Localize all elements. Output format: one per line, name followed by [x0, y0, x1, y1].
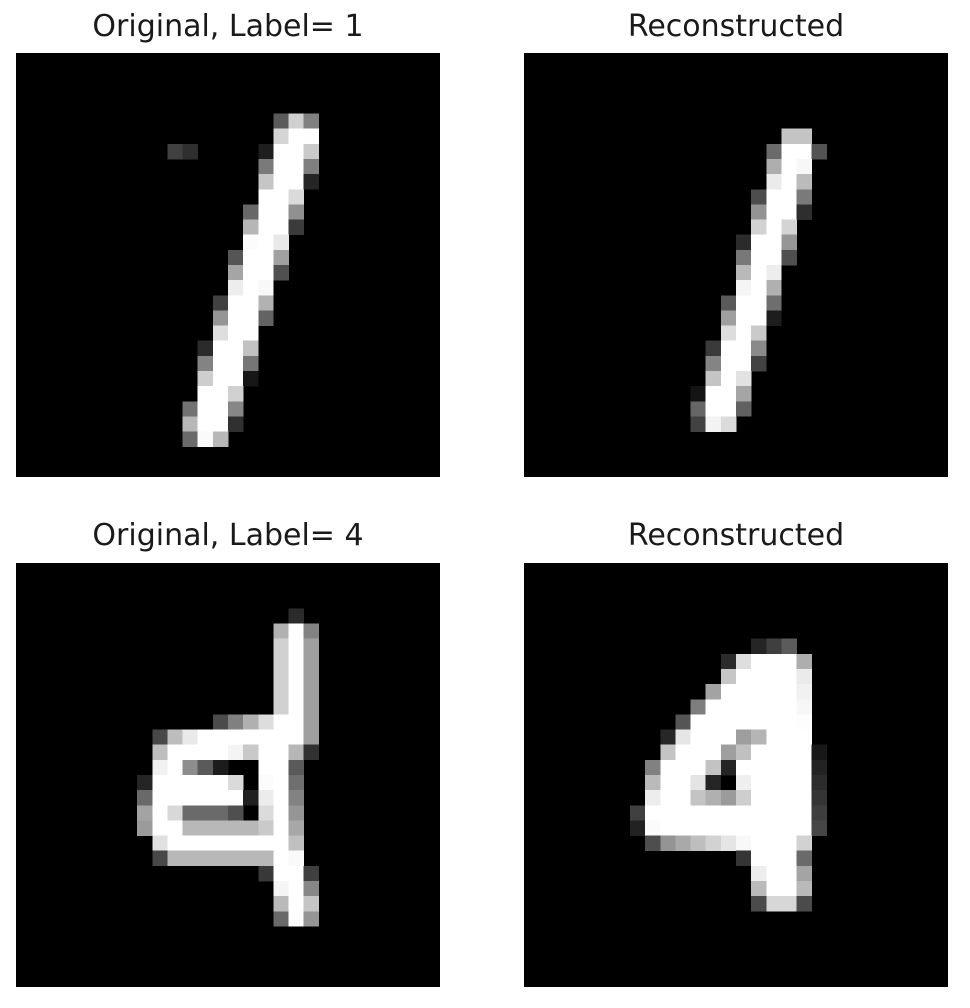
image-reconstructed-digit-1: [524, 53, 948, 477]
panel-title-original-1: Original, Label= 1: [92, 9, 364, 44]
digit-4-original-image: [137, 608, 320, 927]
digit-4-reconstructed-image: [630, 638, 828, 912]
image-original-digit-1: [16, 53, 440, 477]
panel-title-reconstructed-1: Reconstructed: [627, 9, 845, 44]
image-reconstructed-digit-4: [524, 563, 948, 987]
digit-1-reconstructed-image: [690, 128, 828, 432]
panel-title-original-4: Original, Label= 4: [92, 518, 364, 553]
panel-title-reconstructed-4: Reconstructed: [627, 518, 845, 553]
digit-1-original-image: [167, 113, 320, 448]
image-original-digit-4: [16, 563, 440, 987]
